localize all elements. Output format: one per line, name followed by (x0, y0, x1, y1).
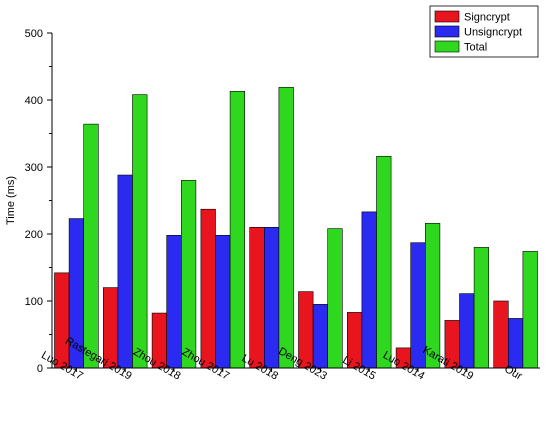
bar-total (181, 180, 197, 369)
bar-total (522, 251, 538, 369)
legend-label: Signcrypt (464, 12, 510, 24)
y-tick-label: 500 (25, 28, 43, 40)
bar-signcrypt (493, 300, 509, 369)
y-tick-label: 100 (25, 296, 43, 308)
y-tick-label: 400 (25, 95, 43, 107)
bar-unsigncrypt (507, 318, 524, 369)
bar-signcrypt (200, 208, 216, 369)
legend-label: Unsigncrypt (464, 27, 522, 39)
bar-unsigncrypt (215, 235, 231, 369)
bar-unsigncrypt (459, 293, 475, 369)
y-tick-label: 0 (37, 363, 43, 375)
bar-total (229, 90, 246, 369)
legend-swatch (434, 10, 460, 23)
bar-total (376, 155, 392, 369)
bar-total (83, 123, 99, 369)
bar-total (132, 94, 148, 369)
legend-label: Total (464, 42, 487, 54)
legend: Signcrypt Unsigncrypt Total (429, 5, 539, 58)
bar-unsigncrypt (263, 227, 280, 369)
bar-total (278, 86, 294, 369)
y-tick-label: 200 (25, 229, 43, 241)
legend-swatch (434, 40, 460, 53)
legend-swatch (434, 25, 460, 38)
bar-total (327, 228, 343, 369)
bar-signcrypt (249, 227, 265, 369)
y-tick-label: 300 (25, 162, 43, 174)
bar-unsigncrypt (312, 304, 329, 369)
y-axis-label: Time (ms) (5, 176, 17, 225)
bar-signcrypt (54, 272, 70, 369)
bar-unsigncrypt (117, 174, 133, 369)
bars-layer (54, 86, 538, 369)
bar-total (473, 247, 490, 369)
y-ticks: 0 100 200 300 400 500 (25, 28, 52, 375)
bar-unsigncrypt (166, 235, 182, 369)
bar-unsigncrypt (361, 211, 377, 369)
